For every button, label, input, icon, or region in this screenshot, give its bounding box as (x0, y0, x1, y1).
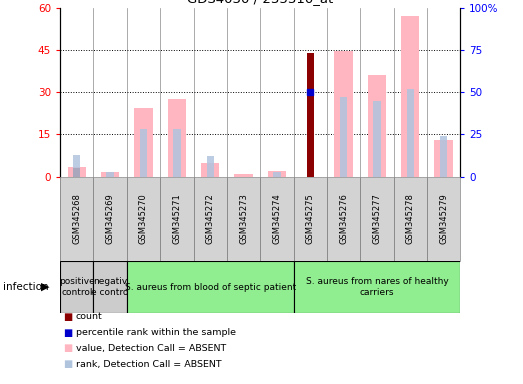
Bar (440, 136, 447, 177)
Text: negativ
e contro: negativ e contro (92, 277, 129, 297)
Bar (107, 172, 114, 177)
Bar (293, 261, 460, 313)
Text: GSM345269: GSM345269 (106, 194, 115, 244)
Text: ■: ■ (63, 359, 72, 369)
Bar (427, 177, 460, 261)
Bar (360, 177, 393, 261)
Bar (127, 261, 293, 313)
Bar (73, 168, 81, 177)
Bar (306, 53, 314, 177)
Text: GSM345268: GSM345268 (72, 194, 81, 244)
Bar (435, 140, 453, 177)
Bar (234, 174, 253, 177)
Bar (67, 167, 86, 177)
Bar (207, 156, 214, 177)
Bar (160, 177, 194, 261)
Bar (60, 177, 94, 261)
Bar (368, 75, 386, 177)
Bar (101, 172, 119, 177)
Bar (94, 261, 127, 313)
Bar (60, 261, 94, 313)
Text: GSM345279: GSM345279 (439, 194, 448, 244)
Bar (134, 108, 153, 177)
Text: GSM345270: GSM345270 (139, 194, 148, 244)
Bar (327, 177, 360, 261)
Bar (373, 101, 381, 177)
Text: value, Detection Call = ABSENT: value, Detection Call = ABSENT (76, 344, 226, 353)
Bar (227, 177, 260, 261)
Bar (260, 177, 293, 261)
Text: GSM345272: GSM345272 (206, 194, 214, 244)
Bar (273, 172, 280, 177)
Text: GSM345273: GSM345273 (239, 194, 248, 244)
Bar (394, 177, 427, 261)
Bar (293, 177, 327, 261)
Text: GSM345275: GSM345275 (306, 194, 315, 244)
Text: S. aureus from nares of healthy
carriers: S. aureus from nares of healthy carriers (305, 277, 448, 297)
Text: count: count (76, 312, 103, 321)
Bar (173, 129, 180, 177)
Text: rank, Detection Call = ABSENT: rank, Detection Call = ABSENT (76, 360, 221, 369)
Text: ▶: ▶ (41, 282, 49, 292)
Text: GSM345277: GSM345277 (372, 194, 381, 244)
Bar (401, 16, 419, 177)
Bar (268, 171, 286, 177)
Bar (201, 162, 219, 177)
Text: GSM345274: GSM345274 (272, 194, 281, 244)
Text: percentile rank within the sample: percentile rank within the sample (76, 328, 236, 337)
Bar (140, 129, 147, 177)
Bar (194, 177, 227, 261)
Text: GSM345271: GSM345271 (173, 194, 181, 244)
Text: GSM345278: GSM345278 (406, 194, 415, 244)
Text: ■: ■ (63, 343, 72, 353)
Bar (94, 177, 127, 261)
Bar (168, 99, 186, 177)
Bar (127, 177, 160, 261)
Title: GDS4030 / 235310_at: GDS4030 / 235310_at (187, 0, 333, 5)
Text: infection: infection (3, 282, 48, 292)
Text: ■: ■ (63, 312, 72, 322)
Bar (334, 51, 353, 177)
Text: GSM345276: GSM345276 (339, 194, 348, 244)
Bar (73, 155, 81, 177)
Text: ■: ■ (63, 328, 72, 338)
Text: S. aureus from blood of septic patient: S. aureus from blood of septic patient (124, 283, 296, 291)
Text: positive
control: positive control (59, 277, 95, 297)
Bar (406, 89, 414, 177)
Bar (340, 97, 347, 177)
